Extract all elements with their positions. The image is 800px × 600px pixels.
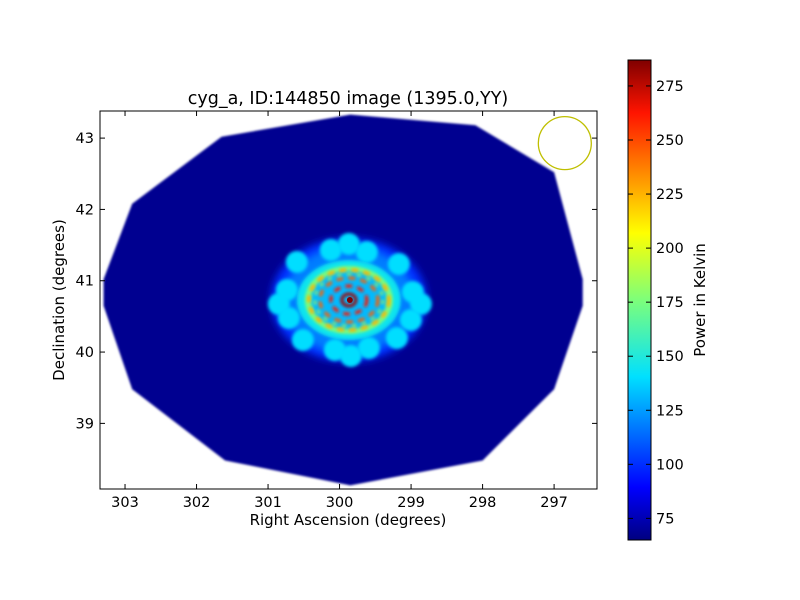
emission-lobe bbox=[387, 253, 410, 275]
y-axis: 39 40 41 42 43 bbox=[76, 131, 597, 432]
colorbar-tick-label: 100 bbox=[656, 457, 684, 473]
x-axis-label: Right Ascension (degrees) bbox=[250, 511, 447, 529]
colorbar bbox=[627, 59, 652, 541]
colorbar-tick-label: 175 bbox=[656, 295, 684, 311]
emission-lobe bbox=[267, 293, 290, 315]
y-axis-label: Declination (degrees) bbox=[50, 219, 68, 381]
colorbar-tick-label: 225 bbox=[656, 187, 684, 203]
y-tick-label: 40 bbox=[76, 345, 94, 361]
emission-lobe bbox=[285, 251, 308, 273]
heatmap-image bbox=[103, 114, 583, 486]
x-tick-label: 297 bbox=[540, 495, 568, 511]
beam-size-circle bbox=[537, 115, 592, 171]
emission-peak bbox=[346, 297, 353, 303]
y-tick-label: 41 bbox=[76, 274, 94, 290]
x-tick-label: 300 bbox=[326, 495, 354, 511]
y-tick-label: 43 bbox=[76, 131, 94, 147]
y-tick-label: 42 bbox=[76, 202, 94, 218]
x-tick-label: 298 bbox=[469, 495, 497, 511]
colorbar-tick-label: 200 bbox=[656, 241, 684, 257]
emission-lobe bbox=[337, 233, 360, 255]
y-tick-label: 39 bbox=[76, 416, 94, 432]
emission-lobe bbox=[399, 309, 422, 331]
cyg-a-source-emission bbox=[267, 233, 432, 367]
emission-lobe bbox=[357, 337, 380, 359]
emission-lobe bbox=[385, 327, 408, 349]
plot-frame bbox=[99, 110, 598, 490]
emission-lobe bbox=[291, 329, 314, 351]
emission-lobe bbox=[339, 345, 362, 367]
colorbar-tick-label: 75 bbox=[656, 511, 674, 527]
chart-title: cyg_a, ID:144850 image (1395.0,YY) bbox=[188, 89, 509, 109]
emission-lobe bbox=[319, 239, 342, 261]
x-tick-label: 302 bbox=[183, 495, 211, 511]
emission-ring bbox=[307, 268, 391, 332]
emission-core-ring bbox=[340, 292, 358, 308]
emission-ring bbox=[329, 284, 369, 316]
colorbar-tick-label: 150 bbox=[656, 349, 684, 365]
emission-lobe bbox=[355, 241, 378, 263]
emission-ring bbox=[318, 276, 380, 324]
x-tick-label: 303 bbox=[111, 495, 139, 511]
colorbar-tick-label: 125 bbox=[656, 403, 684, 419]
x-axis: 303 302 301 300 299 298 297 bbox=[111, 111, 568, 511]
emission-ring bbox=[313, 273, 384, 327]
colorbar-label: Power in Kelvin bbox=[691, 243, 709, 357]
emission-lobe bbox=[409, 293, 432, 315]
x-tick-label: 301 bbox=[254, 495, 282, 511]
colorbar-tick-label: 275 bbox=[656, 79, 684, 95]
colorbar-tick-label: 250 bbox=[656, 133, 684, 149]
colorbar-ticks: 75 100 125 150 175 200 225 250 275 bbox=[628, 79, 684, 527]
x-tick-label: 299 bbox=[397, 495, 425, 511]
